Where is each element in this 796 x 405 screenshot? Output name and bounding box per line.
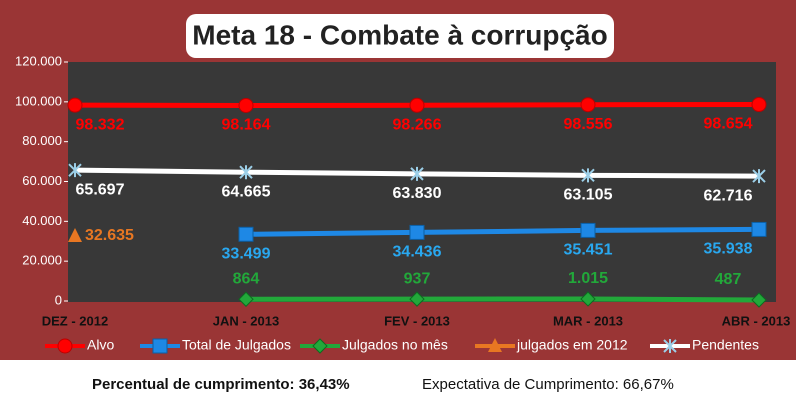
y-tick-label: 120.000 (15, 53, 62, 68)
data-label: 63.105 (564, 187, 613, 204)
point (751, 221, 767, 237)
x-tick-label: MAR - 2013 (553, 313, 623, 328)
point (68, 228, 82, 243)
point (239, 165, 253, 180)
y-tick-label: 0 (55, 292, 62, 307)
data-label: 937 (404, 270, 431, 287)
data-label: 35.451 (564, 242, 613, 259)
data-label: 62.716 (704, 187, 753, 204)
point (409, 97, 425, 113)
legend-marker (663, 339, 677, 353)
data-label: 65.697 (76, 181, 125, 198)
series-line (245, 226, 760, 237)
point (580, 291, 596, 307)
data-label: 864 (233, 270, 260, 287)
y-tick-label: 100.000 (15, 93, 62, 108)
data-label: 98.266 (393, 117, 442, 134)
point (410, 166, 424, 181)
point (751, 97, 767, 113)
footer-right: Expectativa de Cumprimento: 66,67% (422, 376, 674, 393)
data-label: 64.665 (222, 183, 271, 200)
point (409, 291, 425, 307)
legend-label: Julgados no mês (342, 337, 448, 353)
footer-box (0, 360, 796, 405)
data-label: 35.938 (704, 241, 753, 258)
legend-label: Pendentes (692, 337, 759, 353)
x-tick-label: DEZ - 2012 (42, 313, 108, 328)
legend-marker (57, 338, 73, 354)
data-label: 98.332 (76, 116, 125, 133)
footer-left: Percentual de cumprimento: 36,43% (92, 376, 350, 393)
data-label: 98.164 (222, 117, 271, 134)
data-label: 98.556 (564, 116, 613, 133)
legend-marker (152, 338, 168, 354)
point (581, 168, 595, 183)
y-tick-label: 20.000 (22, 253, 62, 268)
point (238, 97, 254, 113)
point (238, 291, 254, 307)
data-label: 98.654 (704, 116, 753, 133)
legend-label: julgados em 2012 (516, 337, 628, 353)
data-label: 32.635 (85, 227, 134, 244)
legend-marker (488, 338, 502, 352)
chart-title: Meta 18 - Combate à corrupção (192, 19, 607, 50)
point (67, 97, 83, 113)
legend-marker (312, 338, 328, 354)
data-label: 487 (715, 271, 742, 288)
data-label: 34.436 (393, 244, 442, 261)
data-label: 63.830 (393, 185, 442, 202)
point (238, 226, 254, 242)
title-box (186, 14, 614, 58)
series-line (245, 296, 760, 303)
data-label: 33.499 (222, 245, 271, 262)
point (580, 97, 596, 113)
y-tick-label: 80.000 (22, 133, 62, 148)
data-label: 1.015 (568, 270, 608, 287)
point (409, 224, 425, 240)
x-tick-label: ABR - 2013 (722, 313, 791, 328)
point (752, 169, 766, 184)
y-tick-label: 60.000 (22, 173, 62, 188)
legend-label: Total de Julgados (182, 337, 291, 353)
legend-label: Alvo (87, 337, 114, 353)
x-tick-label: FEV - 2013 (384, 313, 450, 328)
point (68, 163, 82, 178)
point (751, 292, 767, 308)
x-tick-label: JAN - 2013 (213, 313, 279, 328)
y-tick-label: 40.000 (22, 213, 62, 228)
plot-area (68, 62, 776, 302)
point (580, 222, 596, 238)
